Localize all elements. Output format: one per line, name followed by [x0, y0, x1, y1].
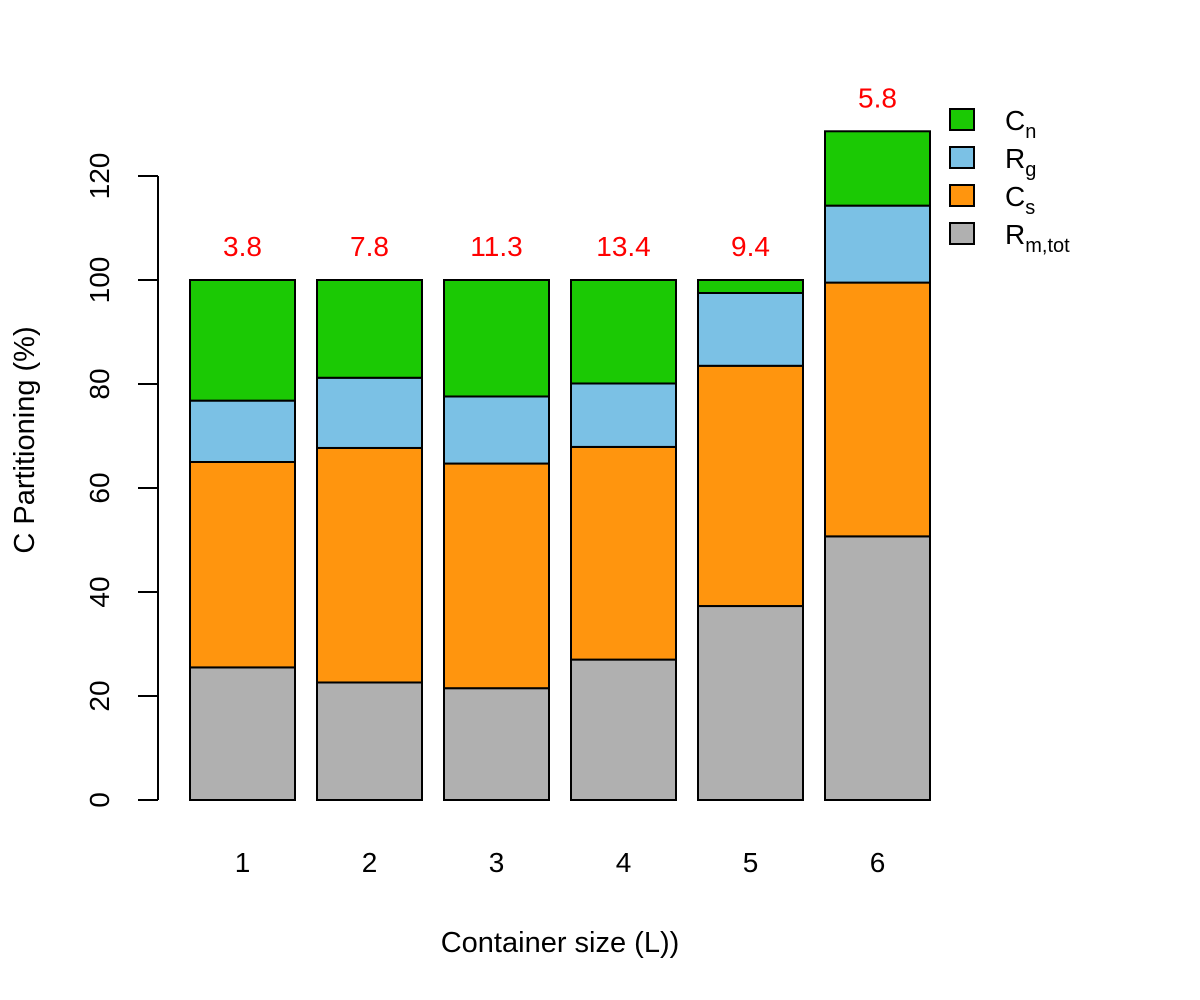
bar-segment-r-g	[443, 395, 550, 465]
y-tick-label: 0	[84, 792, 115, 808]
bar-stacks	[189, 130, 931, 802]
bar-stack	[697, 279, 804, 801]
legend-item: Cs	[949, 181, 1035, 219]
legend-swatch	[949, 108, 975, 131]
x-tick-label: 5	[743, 847, 759, 878]
x-axis-tick-labels: 1 2 3 4 5 6	[235, 847, 886, 878]
bar-segment-c-s	[824, 281, 931, 538]
bar-segment-c-s	[189, 461, 296, 669]
legend-label: Cn	[1005, 105, 1036, 143]
bar-segment-c-n	[697, 279, 804, 294]
bar-segment-r-g	[570, 382, 677, 448]
bar-segment-r-g	[824, 204, 931, 284]
y-tick-label: 40	[84, 576, 115, 607]
y-axis: 0 20 40 60 80 100 120	[84, 153, 159, 808]
bar-stack	[316, 279, 423, 801]
bar-top-label: 7.8	[350, 231, 389, 262]
legend-item: Rg	[949, 143, 1036, 181]
legend-label: Rg	[1005, 143, 1036, 181]
bar-segment-c-n	[824, 130, 931, 207]
bar-segment-r-m-tot	[443, 687, 550, 802]
bar-top-label: 11.3	[470, 231, 522, 262]
legend-swatch	[949, 222, 975, 245]
bar-stack	[189, 279, 296, 802]
bar-stack	[443, 279, 550, 802]
y-tick-label: 120	[84, 153, 115, 200]
y-tick-label: 20	[84, 680, 115, 711]
x-tick-label: 4	[616, 847, 632, 878]
bar-segment-c-s	[570, 445, 677, 661]
x-tick-label: 3	[489, 847, 505, 878]
legend-label: Cs	[1005, 181, 1035, 219]
bar-stack	[824, 130, 931, 801]
bar-segment-c-s	[443, 462, 550, 690]
legend-swatch	[949, 184, 975, 207]
bar-segment-c-s	[316, 446, 423, 684]
y-tick-label: 80	[84, 368, 115, 399]
bar-segment-r-m-tot	[189, 666, 296, 802]
bar-top-label: 13.4	[596, 231, 651, 262]
legend-item: Rm,tot	[949, 219, 1070, 257]
bar-segment-r-m-tot	[824, 535, 931, 801]
bar-segment-r-m-tot	[316, 681, 423, 801]
bar-segment-c-n	[189, 279, 296, 402]
bar-segment-r-g	[697, 292, 804, 367]
x-tick-label: 1	[235, 847, 251, 878]
x-axis-title: Container size (L))	[441, 927, 680, 959]
y-tick-label: 60	[84, 472, 115, 503]
bar-segment-r-g	[316, 376, 423, 449]
bar-segment-c-n	[316, 279, 423, 379]
bar-segment-c-n	[570, 279, 677, 385]
y-tick-label: 100	[84, 257, 115, 304]
bar-top-label: 5.8	[858, 82, 897, 113]
bar-segment-r-m-tot	[570, 658, 677, 801]
x-tick-label: 6	[870, 847, 886, 878]
legend-item: Cn	[949, 105, 1036, 143]
bar-segment-c-s	[697, 364, 804, 608]
bar-segment-c-n	[443, 279, 550, 398]
bar-segment-r-m-tot	[697, 605, 804, 801]
legend-swatch	[949, 146, 975, 169]
bar-segment-r-g	[189, 399, 296, 464]
legend-label: Rm,tot	[1005, 219, 1070, 257]
bar-top-labels: 3.8 7.8 11.3 13.4 9.4 5.8	[223, 82, 897, 262]
bar-stack	[570, 279, 677, 801]
bar-top-label: 3.8	[223, 231, 262, 262]
x-tick-label: 2	[362, 847, 378, 878]
y-axis-title: C Partitioning (%)	[9, 326, 41, 553]
bar-top-label: 9.4	[731, 231, 770, 262]
